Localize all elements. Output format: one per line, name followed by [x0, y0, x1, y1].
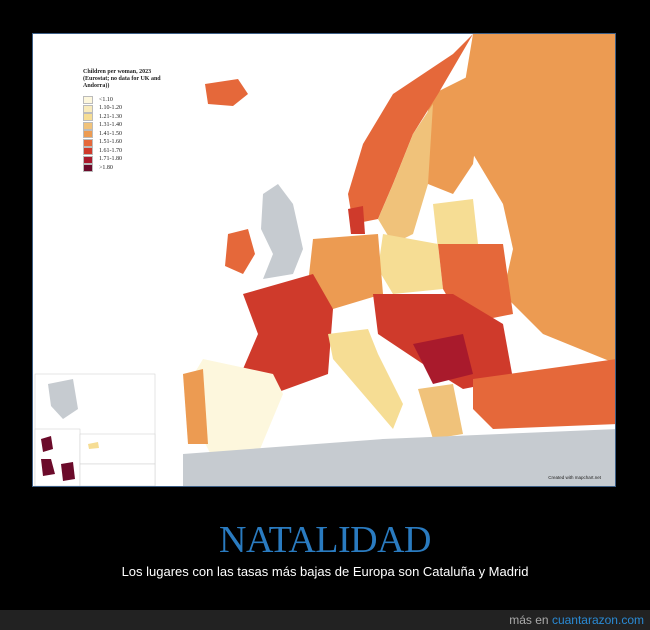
- legend-item: 1.51-1.60: [83, 138, 163, 148]
- legend-item: >1.80: [83, 164, 163, 173]
- legend-swatch: [83, 130, 93, 139]
- footer-bar: más en cuantarazon.com: [0, 610, 650, 630]
- legend-swatch: [83, 147, 93, 156]
- legend-item: 1.41-1.50: [83, 130, 163, 139]
- legend-swatch: [83, 96, 93, 105]
- legend-label: >1.80: [99, 164, 113, 171]
- legend-label: 1.31-1.40: [99, 122, 122, 129]
- legend-label: <1.10: [99, 96, 113, 103]
- legend-label: 1.41-1.50: [99, 130, 122, 137]
- legend-title: Children per woman, 2023 (Eurostat; no d…: [83, 69, 161, 89]
- legend-item: 1.71-1.80: [83, 155, 163, 165]
- site-link[interactable]: cuantarazon.com: [551, 613, 644, 627]
- legend-item: 1.61-1.70: [83, 147, 163, 156]
- legend-swatch: [83, 121, 93, 130]
- legend-swatch: [83, 155, 93, 164]
- legend-item: 1.31-1.40: [83, 121, 163, 131]
- caption-subtitle: Los lugares con las tasas más bajas de E…: [121, 564, 529, 579]
- legend-label: 1.61-1.70: [99, 147, 122, 154]
- footer-prefix: más en: [509, 613, 549, 627]
- map-frame: Children per woman, 2023 (Eurostat; no d…: [32, 33, 616, 487]
- legend-item: 1.10-1.20: [83, 104, 163, 114]
- map-credit: Created with mapchart.net: [548, 475, 601, 480]
- map-legend: Children per woman, 2023 (Eurostat; no d…: [83, 69, 163, 173]
- legend-label: 1.10-1.20: [99, 105, 122, 112]
- legend-swatch: [83, 138, 93, 147]
- legend-swatch: [83, 164, 93, 173]
- europe-fertility-map: [34, 34, 615, 486]
- legend-label: 1.21-1.30: [99, 113, 122, 120]
- legend-swatch: [83, 113, 93, 122]
- legend-item: <1.10: [83, 96, 163, 105]
- legend-swatch: [83, 104, 93, 113]
- legend-item: 1.21-1.30: [83, 113, 163, 122]
- caption-title: NATALIDAD: [219, 519, 431, 561]
- legend-label: 1.71-1.80: [99, 156, 122, 163]
- legend-label: 1.51-1.60: [99, 139, 122, 146]
- footer-more: más en cuantarazon.com: [509, 613, 644, 627]
